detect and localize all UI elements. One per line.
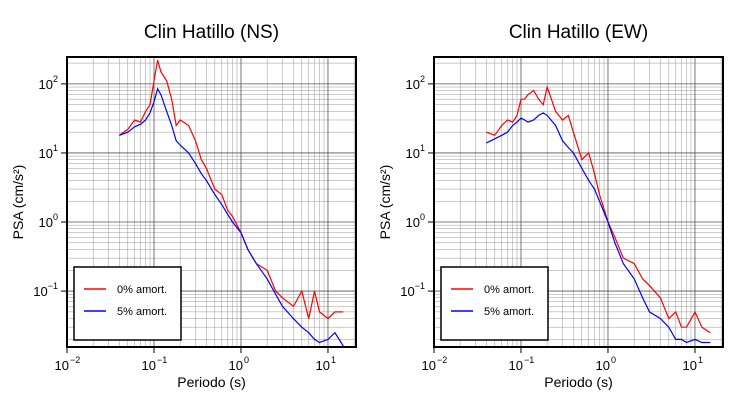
x-tick-label: 10 (683, 358, 697, 373)
y-tick-exponent: −1 (48, 281, 58, 291)
x-tick-exponent: 0 (611, 355, 616, 365)
x-tick-exponent: 1 (331, 355, 336, 365)
y-tick-label: 10 (406, 146, 420, 161)
legend-label: 0% amort. (484, 284, 534, 296)
legend-label: 5% amort. (117, 306, 167, 318)
y-tick-label: 10 (39, 77, 53, 92)
plot-frame (66, 56, 357, 348)
x-tick-exponent: −1 (157, 355, 167, 365)
x-tick-exponent: −1 (524, 355, 534, 365)
x-tick-label: 10 (596, 358, 610, 373)
y-tick-label: 10 (39, 215, 53, 230)
series-line (119, 87, 344, 347)
y-tick-exponent: 1 (420, 143, 425, 153)
x-tick-exponent: 1 (698, 355, 703, 365)
legend-label: 5% amort. (484, 306, 534, 318)
y-tick-exponent: 0 (420, 212, 425, 222)
series-line (119, 60, 344, 320)
x-tick-label: 10 (229, 358, 243, 373)
plot-frame (433, 56, 724, 348)
chart-title: Clin Hatillo (EW) (509, 22, 648, 43)
x-tick-label: 10 (55, 358, 69, 373)
x-tick-exponent: 0 (244, 355, 249, 365)
x-axis-label: Periodo (s) (544, 374, 612, 390)
y-tick-exponent: 2 (420, 74, 425, 84)
y-tick-label: 10 (33, 284, 47, 299)
y-tick-label: 10 (406, 215, 420, 230)
y-tick-label: 10 (406, 77, 420, 92)
chart-title: Clin Hatillo (NS) (144, 22, 279, 43)
y-tick-label: 10 (39, 146, 53, 161)
x-tick-exponent: −2 (70, 355, 80, 365)
series-line (486, 84, 711, 334)
legend-box (440, 266, 549, 341)
y-tick-exponent: 1 (53, 143, 58, 153)
y-axis-label: PSA (cm/s²) (10, 165, 26, 240)
x-tick-label: 10 (509, 358, 523, 373)
x-tick-label: 10 (142, 358, 156, 373)
x-axis-label: Periodo (s) (177, 374, 245, 390)
legend-label: 0% amort. (117, 284, 167, 296)
y-tick-exponent: −1 (415, 281, 425, 291)
y-axis-label: PSA (cm/s²) (377, 165, 393, 240)
y-tick-label: 10 (400, 284, 414, 299)
y-tick-exponent: 2 (53, 74, 58, 84)
legend-box (73, 266, 182, 341)
x-tick-label: 10 (422, 358, 436, 373)
x-tick-label: 10 (316, 358, 330, 373)
x-tick-exponent: −2 (437, 355, 447, 365)
series-line (486, 112, 711, 344)
y-tick-exponent: 0 (53, 212, 58, 222)
